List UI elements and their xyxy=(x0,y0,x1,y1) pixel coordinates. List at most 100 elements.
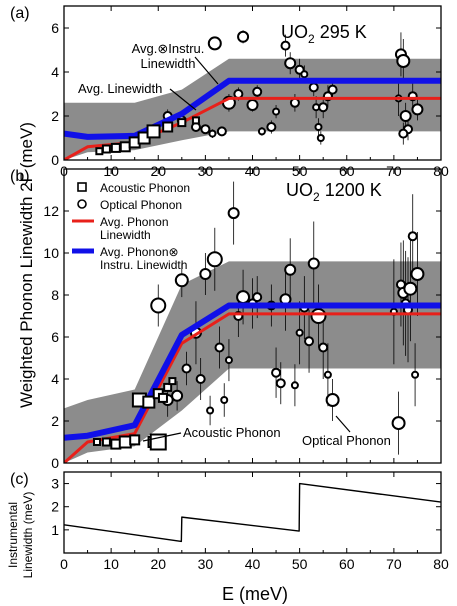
optical-phonon-point xyxy=(398,128,409,139)
optical-phonon-point xyxy=(275,378,286,389)
optical-phonon-point xyxy=(150,297,167,314)
panel-label: (a) xyxy=(10,5,30,22)
y-tick-label: 2 xyxy=(51,413,59,429)
legend-item-1-label: Acoustic Phonon xyxy=(100,181,190,195)
optical-phonon-point xyxy=(200,124,211,135)
x-tick-label: 60 xyxy=(339,556,355,572)
optical-phonon-point xyxy=(284,263,297,276)
optical-phonon-point xyxy=(295,328,304,337)
optical-phonon-point xyxy=(214,342,225,353)
optical-phonon-point xyxy=(252,292,263,303)
x-tick-label: 40 xyxy=(245,556,261,572)
optical-phonon-point xyxy=(316,134,325,142)
optical-phonon-point xyxy=(233,89,244,99)
legend-item-3-label: Linewidth xyxy=(100,228,151,242)
panel-b: 0 2 4 6 8 10 12 (b) UO2 1200 K Acoustic Phonon Opt… xyxy=(10,168,442,471)
optical-phonon-point xyxy=(237,30,250,43)
optical-phonon-point xyxy=(391,416,406,431)
series-line-2 xyxy=(64,302,441,441)
legend: Acoustic Phonon Optical Phonon Avg. Phonon… xyxy=(72,181,190,272)
optical-phonon-point xyxy=(220,396,229,404)
panel-c: 0 10 20 30 40 50 60 70 80 1 2 3 (c) xyxy=(10,471,449,572)
optical-phonon-point xyxy=(318,102,329,113)
legend-item-4-label: Instru. Linewidth xyxy=(100,258,187,272)
annotation-arrow xyxy=(194,56,219,85)
legend-item-4-label: Avg. Phonon⊗ xyxy=(100,245,179,259)
optical-phonon-point xyxy=(323,370,332,379)
optical-phonon-point xyxy=(224,356,233,365)
x-tick-label: 20 xyxy=(150,556,166,572)
y-tick-label: 1 xyxy=(51,522,59,538)
optical-phonon-point xyxy=(246,99,259,111)
optical-phonon-point xyxy=(227,207,240,220)
annotation-optical-phonon: Optical Phonon xyxy=(302,433,391,448)
optical-phonon-point xyxy=(304,336,315,347)
optical-phonon-point xyxy=(272,107,281,116)
x-tick-label: 50 xyxy=(292,556,308,572)
panel-c-y-axis-label-line1: Instrumental xyxy=(6,502,20,568)
x-tick-label: 0 xyxy=(60,556,68,572)
y-tick-label: 2 xyxy=(51,108,59,124)
x-tick-label: 80 xyxy=(433,556,449,572)
acoustic-phonon-point xyxy=(101,144,111,154)
acoustic-phonon-point xyxy=(119,141,131,153)
optical-phonon-point xyxy=(300,70,309,79)
y-tick-label: 0 xyxy=(51,152,59,168)
optical-phonon-point xyxy=(257,127,266,136)
optical-phonon-point xyxy=(284,57,297,70)
main-y-axis-label: Weighted Phonon Linewidth 2Γ (meV) xyxy=(17,122,36,408)
optical-phonon-point xyxy=(207,36,222,51)
optical-phonon-point xyxy=(271,367,282,378)
legend-square-marker xyxy=(77,182,87,192)
optical-phonon-point xyxy=(308,82,319,93)
acoustic-phonon-point xyxy=(157,392,168,403)
acoustic-phonon-point xyxy=(110,142,121,153)
legend-item-3-label: Avg. Phonon xyxy=(100,215,169,229)
x-axis-label: E (meV) xyxy=(222,584,288,604)
optical-phonon-point xyxy=(174,273,189,288)
series-line-1 xyxy=(64,482,441,543)
optical-phonon-point xyxy=(171,389,184,402)
y-tick-label: 12 xyxy=(43,203,59,219)
annotation-arrow xyxy=(169,88,197,111)
optical-phonon-point xyxy=(399,110,412,122)
optical-phonon-point xyxy=(410,267,425,281)
panel-title: UO2 295 K xyxy=(281,22,367,46)
panel-a-plot-area xyxy=(64,30,441,160)
optical-phonon-point xyxy=(290,381,299,390)
x-tick-label: 70 xyxy=(386,556,402,572)
optical-phonon-point xyxy=(310,308,327,324)
acoustic-phonon-point xyxy=(129,434,141,446)
x-tick-label: 30 xyxy=(198,556,214,572)
optical-phonon-point xyxy=(411,103,424,116)
optical-phonon-point xyxy=(206,251,223,268)
optical-phonon-point xyxy=(181,363,192,374)
optical-phonon-point xyxy=(195,374,206,384)
optical-phonon-point xyxy=(236,290,251,305)
acoustic-phonon-point xyxy=(177,118,187,128)
optical-phonon-point xyxy=(307,257,320,270)
panel-c-frame xyxy=(63,471,442,554)
optical-phonon-point xyxy=(318,342,329,353)
y-tick-label: 3 xyxy=(51,476,59,492)
y-tick-label: 2 xyxy=(51,499,59,515)
optical-phonon-point xyxy=(327,84,338,95)
optical-phonon-point xyxy=(407,231,418,242)
panel-b-plot-area xyxy=(64,181,441,463)
optical-phonon-point xyxy=(216,126,227,137)
legend-item-2-label: Optical Phonon xyxy=(100,198,182,212)
optical-phonon-point xyxy=(403,281,418,296)
y-tick-label: 4 xyxy=(51,371,59,387)
annotation-acoustic-phonon: Acoustic Phonon xyxy=(183,425,281,440)
y-tick-label: 8 xyxy=(51,287,59,303)
y-tick-label: 10 xyxy=(43,245,59,261)
y-tick-label: 6 xyxy=(51,329,59,345)
optical-phonon-point xyxy=(325,393,340,407)
optical-phonon-point xyxy=(411,370,420,379)
acoustic-phonon-point xyxy=(162,121,174,133)
acoustic-phonon-point xyxy=(92,438,101,446)
acoustic-phonon-point xyxy=(163,382,173,392)
acoustic-phonon-point xyxy=(118,435,132,449)
annotation-avg-instru: Avg.⊗Instru. xyxy=(132,41,205,56)
acoustic-phonon-point xyxy=(168,377,177,386)
